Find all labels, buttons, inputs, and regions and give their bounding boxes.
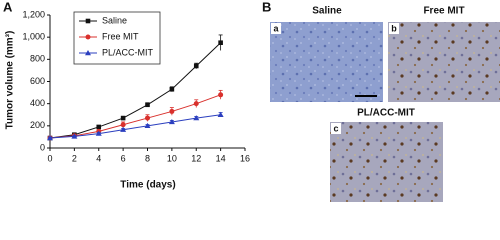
x-tick-label: 14	[216, 153, 226, 163]
letter-bg	[331, 123, 341, 134]
marker	[218, 40, 223, 46]
marker	[85, 34, 91, 40]
marker	[145, 115, 150, 121]
legend-label: Free MIT	[102, 31, 139, 41]
marker	[144, 122, 151, 129]
marker	[120, 122, 126, 128]
y-tick-label: 1,000	[22, 32, 45, 42]
x-tick-label: 6	[121, 153, 126, 163]
x-tick-label: 16	[240, 153, 250, 163]
legend-label: Saline	[102, 15, 127, 25]
marker	[193, 115, 200, 121]
x-tick-label: 4	[96, 153, 101, 163]
y-axis-label: Tumor volume (mm³)	[5, 31, 16, 130]
marker	[193, 63, 199, 69]
marker	[168, 118, 175, 125]
micrograph	[388, 22, 500, 102]
image-title: PL/ACC-MIT	[357, 108, 415, 119]
series-line	[49, 114, 221, 139]
letter-bg	[389, 23, 399, 34]
x-tick-label: 0	[47, 153, 52, 163]
panel-label: A	[3, 0, 13, 14]
image-title: Free MIT	[423, 6, 464, 17]
marker	[145, 102, 150, 108]
marker	[120, 126, 127, 132]
image-title: Saline	[312, 6, 342, 17]
y-tick-label: 1,200	[22, 9, 45, 19]
letter-bg	[271, 23, 281, 34]
series-line	[49, 42, 221, 139]
x-tick-label: 2	[72, 153, 77, 163]
x-tick-label: 10	[167, 153, 177, 163]
y-tick-label: 800	[30, 54, 45, 64]
marker	[95, 130, 102, 136]
micrograph	[270, 22, 383, 102]
marker	[85, 50, 91, 56]
y-tick-label: 400	[30, 98, 45, 108]
figure: A Tumor volume (mm³) Time (days) B Salin…	[3, 0, 500, 202]
image-letter: b	[391, 23, 397, 33]
marker	[71, 133, 78, 139]
y-tick-label: 600	[30, 76, 45, 86]
y-tick-label: 0	[40, 142, 45, 152]
micrograph	[330, 122, 443, 202]
image-letter: c	[333, 123, 338, 133]
marker	[193, 101, 199, 107]
legend-label: PL/ACC-MIT	[102, 47, 154, 57]
x-tick-label: 8	[145, 153, 150, 163]
marker	[169, 108, 175, 114]
marker	[120, 115, 126, 121]
y-tick-label: 200	[30, 120, 45, 130]
marker	[218, 92, 224, 98]
marker	[217, 111, 224, 117]
marker	[47, 135, 53, 141]
marker	[96, 124, 102, 130]
series-line	[49, 94, 221, 139]
marker	[169, 86, 175, 92]
panel-label: B	[262, 0, 271, 14]
x-tick-label: 12	[191, 153, 201, 163]
marker	[85, 18, 91, 24]
image-letter: a	[273, 23, 279, 33]
x-axis-label: Time (days)	[120, 180, 175, 191]
